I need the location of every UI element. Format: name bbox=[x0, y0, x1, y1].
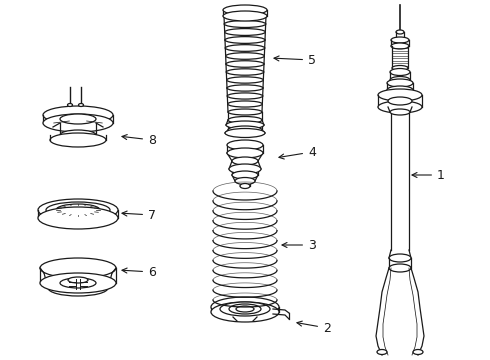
Ellipse shape bbox=[240, 184, 250, 189]
Ellipse shape bbox=[60, 278, 96, 288]
Ellipse shape bbox=[232, 157, 258, 165]
Text: 1: 1 bbox=[412, 168, 445, 181]
Ellipse shape bbox=[60, 130, 96, 140]
Ellipse shape bbox=[225, 129, 265, 138]
Ellipse shape bbox=[226, 53, 264, 59]
Ellipse shape bbox=[225, 28, 265, 35]
Ellipse shape bbox=[389, 264, 411, 272]
Ellipse shape bbox=[43, 106, 113, 124]
Ellipse shape bbox=[227, 77, 263, 83]
Ellipse shape bbox=[223, 11, 267, 21]
Text: 7: 7 bbox=[122, 208, 156, 221]
Ellipse shape bbox=[228, 101, 262, 107]
Ellipse shape bbox=[387, 79, 413, 87]
Text: 4: 4 bbox=[279, 145, 316, 159]
Ellipse shape bbox=[68, 277, 88, 283]
Text: 5: 5 bbox=[274, 54, 316, 67]
Ellipse shape bbox=[389, 254, 411, 262]
Ellipse shape bbox=[227, 140, 263, 150]
Ellipse shape bbox=[40, 273, 116, 293]
Ellipse shape bbox=[40, 258, 116, 278]
Ellipse shape bbox=[228, 109, 262, 115]
Ellipse shape bbox=[223, 5, 267, 15]
Ellipse shape bbox=[390, 77, 410, 84]
Text: 6: 6 bbox=[122, 266, 156, 279]
Text: 2: 2 bbox=[297, 321, 331, 334]
Ellipse shape bbox=[396, 30, 404, 34]
Ellipse shape bbox=[235, 177, 255, 185]
Ellipse shape bbox=[220, 302, 270, 316]
Ellipse shape bbox=[227, 93, 263, 99]
Ellipse shape bbox=[56, 204, 100, 216]
Ellipse shape bbox=[48, 280, 108, 296]
Ellipse shape bbox=[211, 297, 279, 317]
Ellipse shape bbox=[225, 37, 265, 43]
Ellipse shape bbox=[226, 121, 264, 129]
Ellipse shape bbox=[46, 202, 110, 218]
Ellipse shape bbox=[68, 104, 73, 107]
Ellipse shape bbox=[38, 207, 118, 229]
Ellipse shape bbox=[390, 109, 410, 115]
Ellipse shape bbox=[378, 101, 422, 113]
Ellipse shape bbox=[377, 350, 387, 355]
Ellipse shape bbox=[228, 126, 262, 134]
Ellipse shape bbox=[50, 133, 106, 147]
Ellipse shape bbox=[228, 117, 262, 123]
Ellipse shape bbox=[390, 68, 410, 76]
Ellipse shape bbox=[226, 61, 264, 67]
Text: 8: 8 bbox=[122, 134, 156, 147]
Ellipse shape bbox=[227, 148, 263, 158]
Ellipse shape bbox=[211, 302, 279, 322]
Ellipse shape bbox=[60, 114, 96, 124]
Ellipse shape bbox=[387, 86, 413, 94]
Ellipse shape bbox=[43, 114, 113, 132]
Ellipse shape bbox=[392, 66, 408, 71]
Ellipse shape bbox=[229, 304, 261, 314]
Ellipse shape bbox=[236, 306, 254, 312]
Ellipse shape bbox=[225, 45, 265, 51]
Text: 3: 3 bbox=[282, 239, 316, 252]
Ellipse shape bbox=[38, 199, 118, 221]
Ellipse shape bbox=[78, 104, 83, 107]
Ellipse shape bbox=[232, 171, 258, 179]
Ellipse shape bbox=[229, 164, 261, 174]
Ellipse shape bbox=[226, 69, 264, 75]
Ellipse shape bbox=[378, 89, 422, 101]
Ellipse shape bbox=[227, 85, 263, 91]
Ellipse shape bbox=[224, 13, 266, 19]
Ellipse shape bbox=[224, 21, 266, 27]
Ellipse shape bbox=[391, 37, 409, 43]
Ellipse shape bbox=[388, 97, 412, 105]
Ellipse shape bbox=[391, 43, 409, 49]
Ellipse shape bbox=[413, 350, 423, 355]
